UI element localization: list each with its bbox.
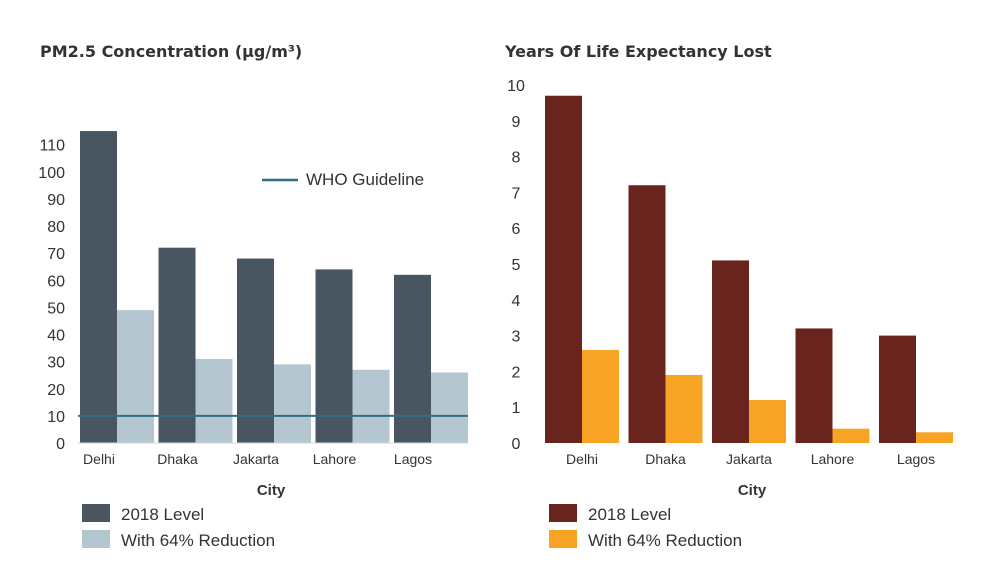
pm25-chart: PM2.5 Concentration (µg/m³) 0 10 20 30 40 50 6… [38, 42, 468, 550]
life-expectancy-bar-lahore-reduction [832, 428, 870, 443]
pm25-bar-lahore-2018 [315, 269, 353, 443]
pm25-category-jakarta: Jakarta [233, 451, 279, 467]
pm25-bar-dhaka-2018 [158, 247, 196, 443]
life-expectancy-y-tick-2: 2 [512, 364, 521, 381]
life-expectancy-y-tick-1: 1 [512, 400, 521, 417]
pm25-y-axis: 0 10 20 30 40 50 60 70 80 90 100 110 [38, 138, 65, 453]
life-expectancy-y-tick-7: 7 [512, 185, 521, 202]
life-expectancy-bar-delhi-2018 [545, 95, 582, 444]
life-expectancy-chart: Years Of Life Expectancy Lost 0 1 2 3 4 5 6 7 8 9… [504, 42, 953, 550]
pm25-category-delhi: Delhi [83, 451, 115, 467]
pm25-y-tick-80: 80 [47, 219, 65, 236]
pm25-y-tick-40: 40 [47, 328, 65, 345]
life-expectancy-y-tick-9: 9 [512, 114, 521, 131]
pm25-category-lahore: Lahore [313, 451, 357, 467]
pm25-bar-lagos-2018 [394, 274, 431, 443]
life-expectancy-y-axis: 0 1 2 3 4 5 6 7 8 9 10 [507, 78, 525, 453]
pm25-y-tick-20: 20 [47, 382, 65, 399]
pm25-x-axis: Delhi Dhaka Jakarta Lahore Lagos [83, 451, 432, 467]
pm25-y-tick-30: 30 [47, 355, 65, 372]
life-expectancy-y-tick-3: 3 [512, 329, 521, 346]
life-expectancy-legend-label-2018: 2018 Level [588, 505, 671, 524]
life-expectancy-x-axis: Delhi Dhaka Jakarta Lahore Lagos [566, 451, 935, 467]
life-expectancy-bar-lahore-2018 [795, 328, 833, 443]
pm25-bars [80, 131, 468, 443]
life-expectancy-bar-lagos-reduction [916, 432, 953, 443]
pm25-bar-delhi-2018 [80, 131, 117, 443]
life-expectancy-y-tick-4: 4 [512, 293, 521, 310]
life-expectancy-y-tick-8: 8 [512, 150, 521, 167]
pm25-x-axis-title: City [257, 482, 286, 499]
pm25-y-tick-60: 60 [47, 273, 65, 290]
life-expectancy-x-axis-title: City [738, 482, 767, 499]
pm25-y-tick-70: 70 [47, 246, 65, 263]
life-expectancy-legend-swatch-reduction [549, 530, 577, 548]
life-expectancy-bar-lagos-2018 [879, 335, 916, 443]
life-expectancy-category-lagos: Lagos [897, 451, 935, 467]
life-expectancy-y-tick-10: 10 [507, 78, 525, 95]
life-expectancy-bar-dhaka-reduction [665, 374, 703, 443]
who-guideline-label: WHO Guideline [306, 170, 424, 189]
life-expectancy-bar-dhaka-2018 [628, 185, 666, 444]
pm25-legend-swatch-reduction [82, 530, 110, 548]
pm25-bar-lagos-reduction [431, 372, 468, 443]
pm25-y-tick-50: 50 [47, 300, 65, 317]
pm25-y-tick-100: 100 [38, 165, 65, 182]
life-expectancy-chart-title: Years Of Life Expectancy Lost [504, 42, 772, 61]
life-expectancy-category-delhi: Delhi [566, 451, 598, 467]
pm25-bar-jakarta-reduction [274, 364, 311, 443]
pm25-chart-title: PM2.5 Concentration (µg/m³) [40, 42, 302, 61]
life-expectancy-y-tick-6: 6 [512, 221, 521, 238]
pm25-bar-dhaka-reduction [195, 358, 233, 443]
life-expectancy-y-tick-0: 0 [512, 436, 521, 453]
pm25-legend-label-2018: 2018 Level [121, 505, 204, 524]
life-expectancy-legend-label-reduction: With 64% Reduction [588, 531, 742, 550]
pm25-y-tick-0: 0 [56, 436, 65, 453]
pm25-bar-jakarta-2018 [237, 258, 274, 443]
pm25-y-tick-10: 10 [47, 409, 65, 426]
pm25-bar-delhi-reduction [117, 310, 154, 443]
pm25-category-lagos: Lagos [394, 451, 432, 467]
life-expectancy-y-tick-5: 5 [512, 257, 521, 274]
life-expectancy-category-dhaka: Dhaka [645, 451, 686, 467]
life-expectancy-bars [545, 95, 953, 444]
life-expectancy-bar-jakarta-reduction [749, 400, 786, 443]
pm25-legend-swatch-2018 [82, 504, 110, 522]
life-expectancy-bar-jakarta-2018 [712, 260, 749, 443]
pm25-category-dhaka: Dhaka [157, 451, 198, 467]
life-expectancy-bar-delhi-reduction [582, 349, 619, 443]
life-expectancy-category-jakarta: Jakarta [726, 451, 772, 467]
life-expectancy-category-lahore: Lahore [811, 451, 855, 467]
pm25-legend-label-reduction: With 64% Reduction [121, 531, 275, 550]
pm25-y-tick-90: 90 [47, 192, 65, 209]
life-expectancy-legend-swatch-2018 [549, 504, 577, 522]
pm25-bar-lahore-reduction [352, 369, 390, 443]
pm25-y-tick-110: 110 [39, 138, 65, 155]
